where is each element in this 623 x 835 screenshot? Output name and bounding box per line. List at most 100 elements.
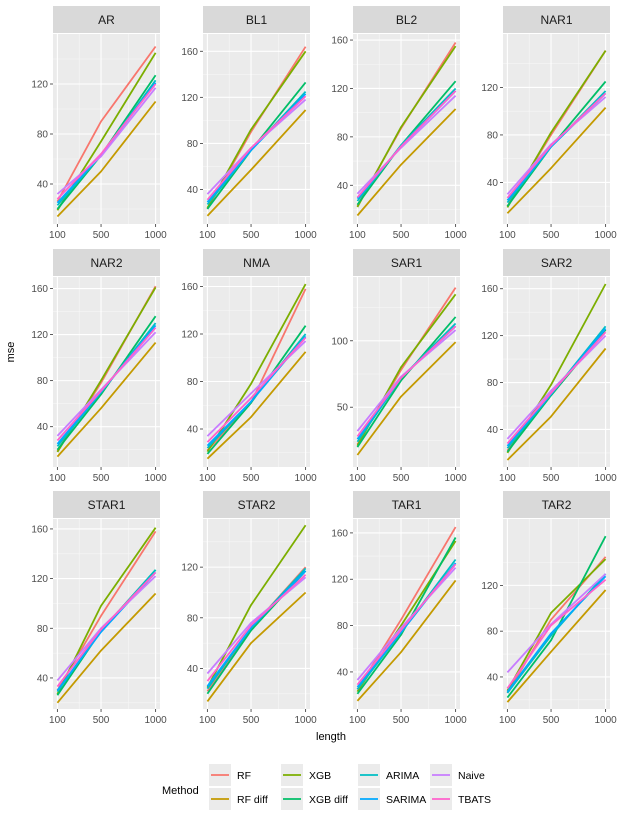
series-line-sarima [206, 570, 307, 687]
plot-background [203, 34, 310, 224]
y-tick-label: 120 [31, 330, 48, 341]
legend-entry-xgb: XGB [281, 764, 331, 786]
facet-strip [503, 249, 610, 276]
series-line-naive [506, 334, 607, 440]
series-line-rf-diff [356, 108, 457, 217]
series-line-rf-diff [206, 351, 307, 460]
y-tick-label: 80 [187, 613, 199, 624]
facet-strip [503, 491, 610, 518]
x-tick-label: 500 [243, 715, 260, 726]
series-line-xgb-diff [506, 535, 607, 699]
x-tick-label: 500 [93, 715, 110, 726]
plot-background [203, 519, 310, 709]
x-tick-label: 100 [349, 473, 366, 484]
y-tick-label: 160 [181, 282, 198, 293]
y-tick-label: 80 [337, 132, 349, 143]
series-line-tbats [206, 336, 307, 443]
series-line-rf-diff [56, 592, 157, 704]
facet-panel-star2: STAR2 100 500 1000 40 80 120 [181, 491, 317, 726]
y-tick-label: 40 [37, 422, 49, 433]
facet-strip [203, 491, 310, 518]
series-line-tbats [56, 571, 157, 688]
facet-panel-sar2: SAR2 100 500 1000 40 80 120 160 [481, 249, 617, 484]
plot-background [53, 519, 160, 709]
x-tick-label: 1000 [445, 230, 468, 241]
y-tick-label: 40 [487, 425, 499, 436]
y-tick-label: 40 [337, 667, 349, 678]
y-tick-label: 40 [487, 672, 499, 683]
facet-panel-tar1: TAR1 100 500 1000 40 80 120 160 [331, 491, 467, 726]
facet-panel-star1: STAR1 100 500 1000 40 80 120 160 [31, 491, 167, 726]
x-tick-label: 500 [543, 715, 560, 726]
y-tick-label: 120 [331, 575, 348, 586]
y-tick-label: 120 [31, 80, 48, 91]
series-line-tbats [506, 579, 607, 689]
y-tick-label: 80 [187, 377, 199, 388]
facet-title: NAR1 [540, 13, 572, 27]
y-tick-label: 40 [37, 673, 49, 684]
series-line-rf-diff [506, 106, 607, 214]
facet-panel-nar1: NAR1 100 500 1000 40 80 120 [481, 6, 617, 241]
series-line-tbats [356, 563, 457, 686]
legend-label: TBATS [458, 794, 491, 806]
y-tick-label: 160 [331, 528, 348, 539]
series-line-naive [356, 329, 457, 432]
series-line-rf-diff [356, 579, 457, 702]
facet-title: SAR2 [541, 256, 573, 270]
legend-entry-xgb-diff: XGB diff [281, 788, 348, 810]
series-line-rf [56, 45, 157, 202]
series-line-rf-diff [56, 100, 157, 218]
facet-panels: AR 100 500 1000 40 80 120 BL1 100 500 1000 40 80 120 1… [31, 6, 617, 726]
x-tick-label: 500 [243, 230, 260, 241]
x-tick-label: 100 [199, 473, 216, 484]
series-line-naive [356, 567, 457, 681]
facet-strip [203, 249, 310, 276]
facet-title: TAR2 [542, 498, 572, 512]
facet-strip [203, 6, 310, 33]
facet-panel-bl2: BL2 100 500 1000 40 80 120 160 [331, 6, 467, 241]
y-tick-label: 80 [487, 130, 499, 141]
x-tick-label: 500 [393, 715, 410, 726]
facet-strip [53, 491, 160, 518]
legend-title: Method [162, 785, 199, 797]
facet-panel-bl1: BL1 100 500 1000 40 80 120 160 [181, 6, 317, 241]
plot-background [503, 34, 610, 224]
x-tick-label: 100 [499, 230, 516, 241]
y-axis-label: mse [5, 342, 17, 363]
series-line-xgb [206, 283, 307, 453]
y-tick-label: 40 [187, 664, 199, 675]
y-tick-label: 80 [487, 627, 499, 638]
legend-label: SARIMA [386, 794, 426, 806]
series-line-naive [56, 87, 157, 195]
y-tick-label: 120 [481, 331, 498, 342]
y-tick-label: 160 [331, 36, 348, 47]
facet-title: STAR2 [238, 498, 276, 512]
x-tick-label: 100 [349, 715, 366, 726]
x-tick-label: 1000 [145, 230, 168, 241]
facet-panel-nma: NMA 100 500 1000 40 80 120 160 [181, 249, 317, 484]
legend-label: XGB [309, 770, 331, 782]
y-tick-label: 120 [31, 574, 48, 585]
series-line-tbats [356, 90, 457, 198]
y-tick-label: 40 [187, 185, 199, 196]
x-tick-label: 500 [393, 473, 410, 484]
y-tick-label: 40 [187, 425, 199, 436]
y-tick-label: 120 [481, 83, 498, 94]
y-tick-label: 50 [337, 403, 349, 414]
facet-panel-tar2: TAR2 100 500 1000 40 80 120 [481, 491, 617, 726]
facet-strip [353, 249, 460, 276]
legend-entry-naive: Naive [430, 764, 485, 786]
facet-panel-nar2: NAR2 100 500 1000 40 80 120 160 [31, 249, 167, 484]
y-tick-label: 80 [37, 624, 49, 635]
series-line-rf-diff [206, 109, 307, 217]
legend-label: Naive [458, 770, 485, 782]
series-line-tbats [206, 95, 307, 201]
series-line-rf-diff [56, 342, 157, 458]
facet-panel-sar1: SAR1 100 500 1000 50 100 [331, 249, 467, 484]
legend-entry-tbats: TBATS [430, 788, 491, 810]
facet-panel-ar: AR 100 500 1000 40 80 120 [31, 6, 167, 241]
facet-title: TAR1 [392, 498, 422, 512]
facet-title: SAR1 [391, 256, 423, 270]
series-line-rf-diff [206, 591, 307, 702]
legend-entry-rf: RF [209, 764, 251, 786]
